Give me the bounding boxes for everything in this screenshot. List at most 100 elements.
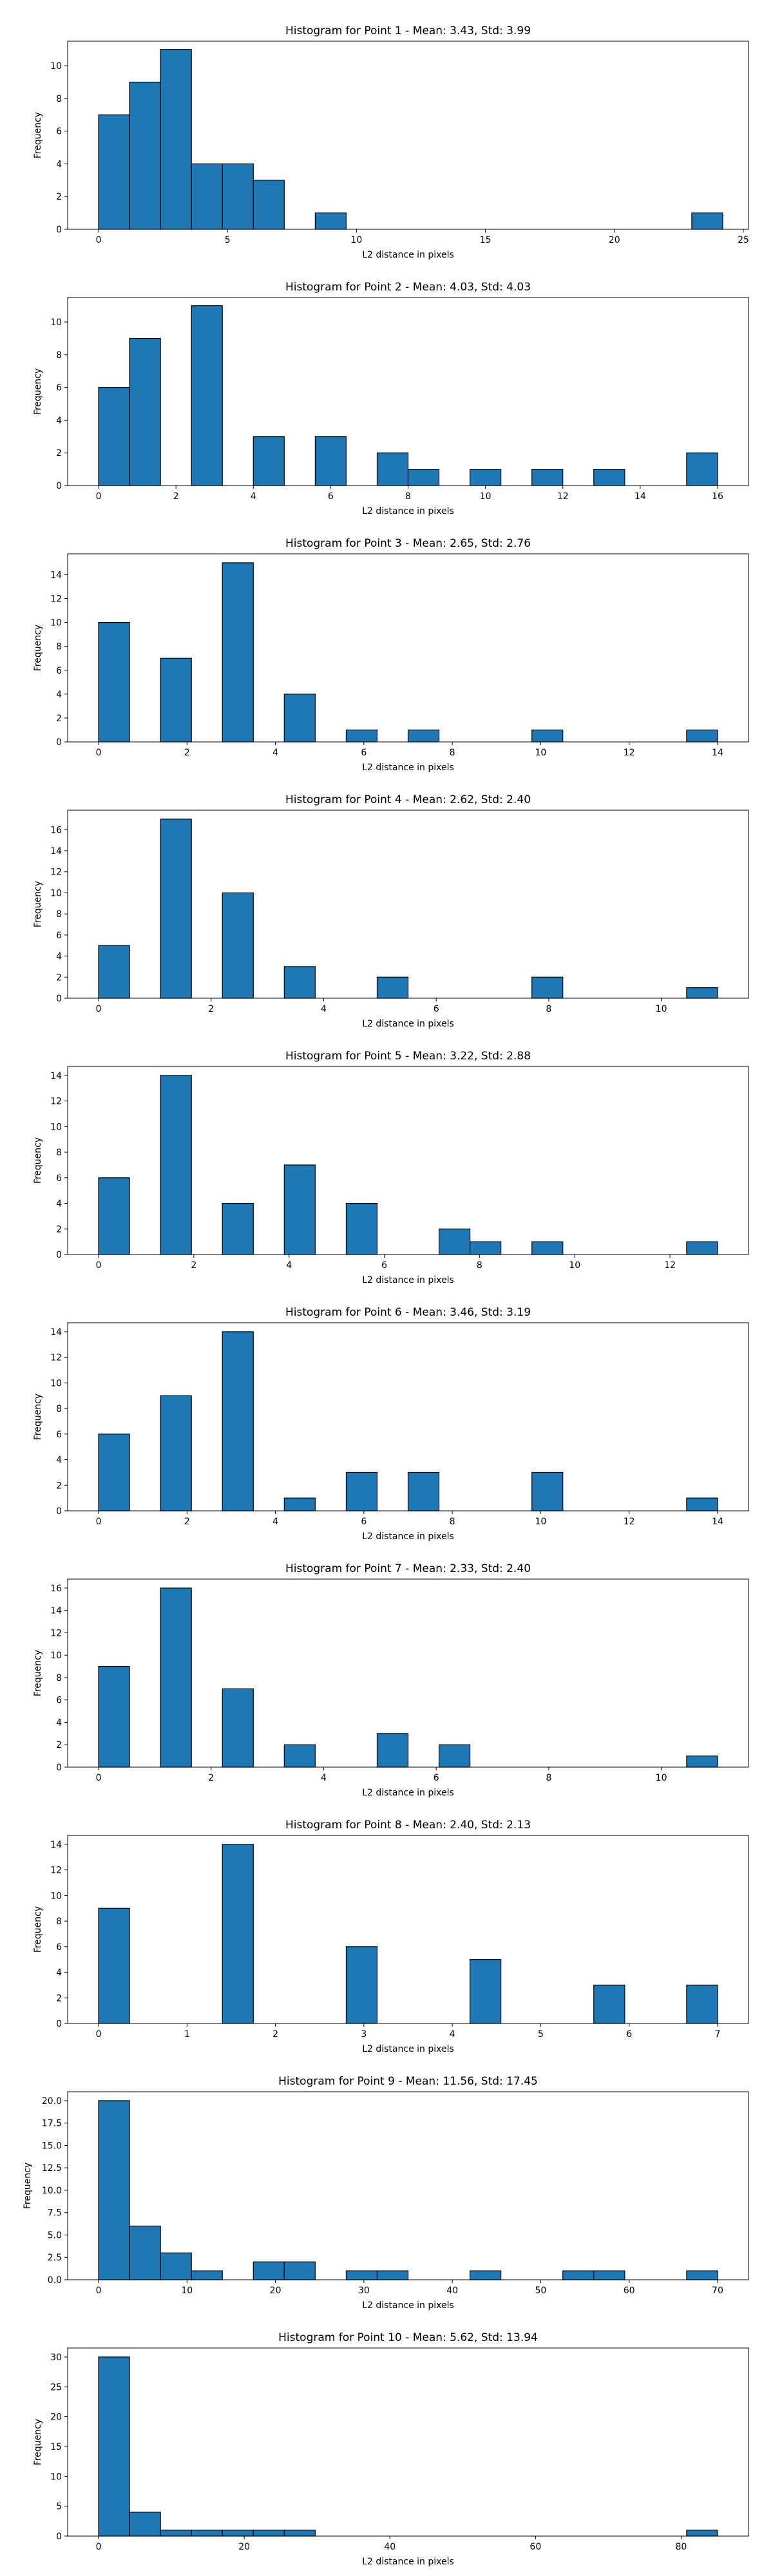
histogram-bar [222,892,254,999]
histogram-bar [593,469,625,486]
y-tick-label: 2 [56,1481,62,1491]
x-tick-label: 0 [96,1004,102,1014]
histogram-bar [376,2270,409,2280]
y-tick-label: 8 [56,1917,62,1927]
y-tick-label: 12 [50,867,62,878]
axes-frame [67,1066,749,1255]
y-tick-label: 6 [56,1430,62,1440]
histogram-bar [469,1959,502,2024]
y-tick-label: 12 [50,1097,62,1107]
y-tick-label: 4 [56,1455,62,1466]
y-tick-label: 12.5 [42,2163,62,2174]
x-axis-label: L2 distance in pixels [362,2044,454,2054]
histogram-bar [160,1587,192,1768]
y-tick-label: 10 [50,1122,62,1132]
x-tick-label: 0 [96,748,102,758]
y-tick-label: 0.0 [48,2275,62,2286]
y-tick-label: 4 [56,1968,62,1978]
x-tick-label: 0 [96,2029,102,2040]
y-axis-label: Frequency [33,368,43,415]
y-tick-label: 2 [56,714,62,724]
chart-title: Histogram for Point 8 - Mean: 2.40, Std:… [285,1819,531,1832]
histogram-bar [345,1946,378,2024]
x-tick-label: 10 [535,1517,546,1527]
x-tick-label: 1 [184,2029,190,2040]
histogram-bar [438,1744,471,1768]
y-tick-label: 12 [50,1353,62,1363]
y-tick-label: 4 [56,415,62,426]
chart-panel-2: Histogram for Point 2 - Mean: 4.03, Std:… [33,281,749,516]
x-axis-label: L2 distance in pixels [362,2557,454,2567]
x-tick-label: 2 [184,1517,190,1527]
axes-frame [67,1322,749,1511]
histogram-bar [531,469,564,486]
y-tick-label: 8 [56,1148,62,1158]
histogram-bar [376,1733,409,1768]
histogram-bar [222,1844,254,2024]
axes-frame [67,2347,749,2537]
y-tick-label: 0 [56,2019,62,2029]
x-tick-label: 4 [272,1517,278,1527]
x-tick-label: 6 [328,491,334,502]
chart-title: Histogram for Point 5 - Mean: 3.22, Std:… [285,1050,531,1063]
histogram-bar [686,1756,718,1768]
y-tick-label: 2.5 [48,2253,62,2263]
x-tick-label: 6 [381,1260,387,1271]
x-tick-label: 6 [626,2029,632,2040]
histogram-bar [531,729,564,743]
y-tick-label: 8 [56,909,62,920]
histogram-bar [469,469,502,486]
histogram-bar [562,2270,595,2280]
histogram-bar [160,819,192,999]
y-tick-label: 14 [50,1840,62,1850]
histogram-bar [222,1688,254,1768]
y-tick-label: 14 [50,570,62,580]
x-tick-label: 0 [96,235,102,245]
x-tick-label: 4 [450,2029,455,2040]
y-tick-label: 10.0 [42,2186,62,2196]
histogram-bar [438,1228,471,1255]
x-tick-label: 12 [624,748,635,758]
histogram-bar [691,213,723,230]
chart-panel-6: Histogram for Point 6 - Mean: 3.46, Std:… [33,1306,749,1542]
histogram-bar [469,1241,502,1255]
x-tick-label: 8 [405,491,411,502]
y-tick-label: 14 [50,1071,62,1081]
y-axis-label: Frequency [33,2419,43,2465]
histogram-bar [222,1202,254,1255]
x-tick-label: 8 [546,1773,551,1783]
y-tick-label: 17.5 [42,2119,62,2129]
y-tick-label: 4 [56,690,62,700]
histogram-bar [531,976,564,999]
histogram-bar [191,2530,223,2537]
chart-panel-1: Histogram for Point 1 - Mean: 3.43, Std:… [33,24,749,260]
y-tick-label: 8 [56,1404,62,1414]
chart-panel-9: Histogram for Point 9 - Mean: 11.56, Std… [23,2075,749,2311]
chart-panel-8: Histogram for Point 8 - Mean: 2.40, Std:… [33,1819,749,2054]
histogram-bar [593,2270,625,2280]
histogram-bar [98,622,130,743]
chart-panel-4: Histogram for Point 4 - Mean: 2.62, Std:… [33,793,749,1029]
y-tick-label: 25 [50,2382,62,2392]
axes-frame [67,1835,749,2024]
y-tick-label: 0 [56,1763,62,1773]
y-tick-label: 10 [50,317,62,328]
x-tick-label: 0 [96,491,102,502]
x-tick-label: 4 [286,1260,292,1271]
x-tick-label: 8 [450,1517,455,1527]
y-axis-label: Frequency [33,1137,43,1184]
histogram-bar [98,387,130,486]
histogram-bar [376,452,409,486]
x-tick-label: 40 [446,2286,458,2296]
x-axis-label: L2 distance in pixels [362,1531,454,1542]
x-tick-label: 8 [546,1004,551,1014]
histogram-bar [98,114,130,230]
y-tick-label: 2 [56,972,62,983]
y-tick-label: 10 [50,61,62,71]
histogram-bar [160,2252,192,2280]
x-tick-label: 10 [535,748,546,758]
y-tick-label: 2 [56,1740,62,1750]
y-tick-label: 6 [56,127,62,137]
y-tick-label: 16 [50,825,62,835]
